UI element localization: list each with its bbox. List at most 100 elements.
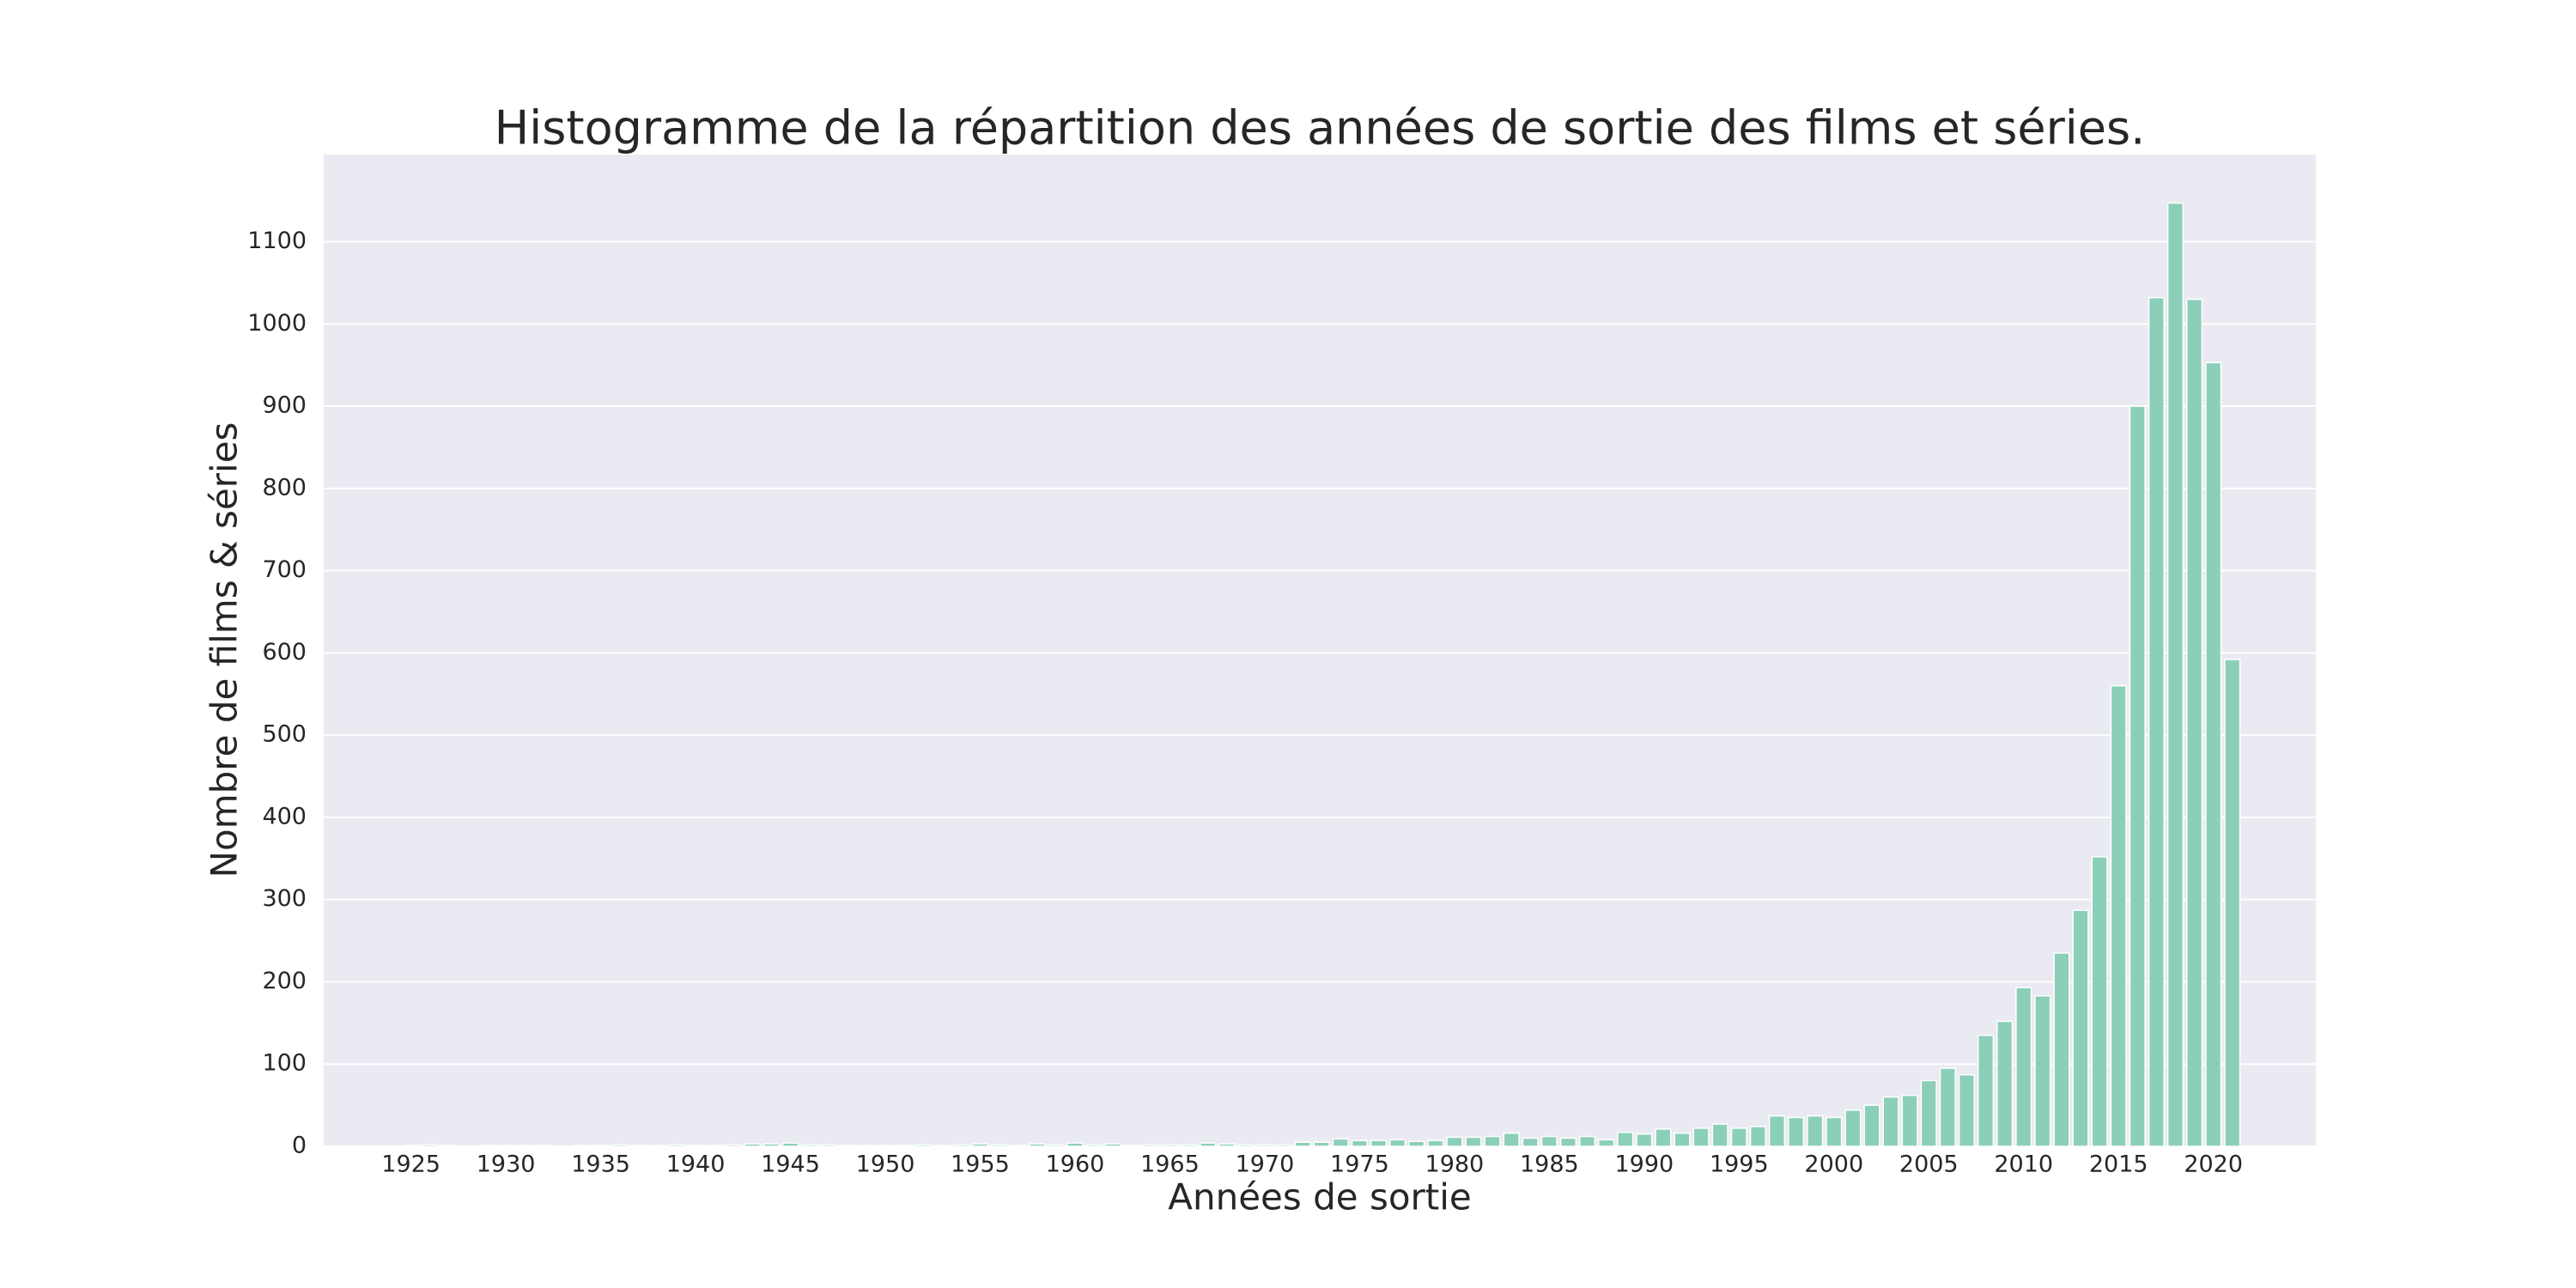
- y-tick-label: 800: [262, 474, 307, 501]
- bar: [1294, 1141, 1311, 1147]
- bar: [2034, 994, 2051, 1147]
- x-tick-label: 1945: [761, 1151, 820, 1178]
- y-tick-label: 900: [262, 392, 307, 419]
- bar: [1351, 1139, 1368, 1147]
- bar: [1711, 1123, 1728, 1147]
- bar: [839, 1145, 856, 1147]
- x-tick-label: 1985: [1520, 1151, 1579, 1178]
- bar: [2091, 856, 2108, 1147]
- bar: [2148, 296, 2165, 1147]
- bar: [649, 1145, 666, 1147]
- bar: [1674, 1132, 1691, 1147]
- grid: [324, 240, 2316, 1147]
- bar: [820, 1144, 837, 1147]
- x-tick-label: 1950: [856, 1151, 915, 1178]
- bar: [744, 1143, 761, 1147]
- bar: [1503, 1132, 1520, 1147]
- y-tick-label: 300: [262, 885, 307, 912]
- bar: [1730, 1127, 1747, 1147]
- bar: [1408, 1140, 1425, 1147]
- x-axis-label: Années de sortie: [1168, 1176, 1472, 1218]
- bar: [1901, 1094, 1918, 1147]
- bar: [725, 1144, 742, 1147]
- bar: [592, 1145, 610, 1147]
- y-tick-label: 1000: [247, 310, 307, 337]
- bar: [1218, 1143, 1236, 1147]
- bar: [1104, 1143, 1121, 1147]
- bar: [914, 1144, 932, 1147]
- bar: [1029, 1143, 1046, 1147]
- x-tick-label: 1935: [571, 1151, 630, 1178]
- bar: [1085, 1144, 1103, 1147]
- bar: [440, 1145, 458, 1147]
- bar: [1370, 1139, 1388, 1147]
- bar: [1598, 1139, 1615, 1147]
- bar: [2129, 405, 2146, 1147]
- bar: [1200, 1142, 1217, 1147]
- bar: [1788, 1116, 1805, 1147]
- x-tick-label: 1970: [1236, 1151, 1295, 1178]
- bar: [535, 1145, 552, 1147]
- bar: [991, 1144, 1008, 1147]
- bar: [2186, 298, 2203, 1147]
- bar: [1446, 1136, 1463, 1147]
- bar: [781, 1142, 799, 1147]
- bar: [1522, 1137, 1539, 1147]
- bar: [1977, 1034, 1995, 1147]
- bar: [801, 1144, 818, 1147]
- x-tick-label: 1990: [1614, 1151, 1674, 1178]
- bar: [573, 1145, 591, 1147]
- x-tick-label: 2005: [1899, 1151, 1959, 1178]
- bar: [630, 1145, 647, 1147]
- bar: [1427, 1139, 1444, 1147]
- bar: [1768, 1115, 1786, 1147]
- bar: [1617, 1131, 1634, 1147]
- bar: [706, 1145, 723, 1147]
- bar: [422, 1144, 439, 1147]
- bar: [1332, 1138, 1349, 1147]
- x-tick-label: 1995: [1710, 1151, 1769, 1178]
- y-tick-label: 700: [262, 556, 307, 583]
- bar: [1826, 1116, 1843, 1147]
- bar: [1882, 1096, 1899, 1147]
- bar: [1939, 1067, 1956, 1147]
- bar: [1692, 1127, 1710, 1147]
- bar: [1313, 1141, 1330, 1147]
- bar: [1465, 1136, 1482, 1147]
- bar: [478, 1145, 495, 1147]
- bar: [1142, 1144, 1159, 1147]
- y-axis-label: Nombre de films & séries: [204, 422, 246, 878]
- bar: [2053, 952, 2070, 1147]
- bar: [1655, 1128, 1672, 1147]
- bar: [1578, 1135, 1596, 1147]
- y-tick-label: 200: [262, 968, 307, 994]
- bar: [2110, 684, 2127, 1147]
- x-tick-label: 1965: [1140, 1151, 1200, 1178]
- y-tick-label: 400: [262, 803, 307, 829]
- x-tick-label: 1955: [951, 1151, 1010, 1178]
- bar: [1066, 1142, 1084, 1147]
- bar: [1048, 1144, 1065, 1147]
- bar: [1180, 1144, 1198, 1147]
- y-tick-label: 0: [292, 1133, 307, 1159]
- bar: [1275, 1144, 1292, 1147]
- x-tick-label: 2015: [2089, 1151, 2148, 1178]
- ticks: 0 100 200 300 400 500 600 700 800 900 1000 1100 1925…: [247, 228, 2243, 1177]
- bar: [1863, 1104, 1880, 1147]
- bar: [1010, 1145, 1027, 1147]
- x-tick-label: 2000: [1804, 1151, 1863, 1178]
- bar: [1161, 1144, 1179, 1147]
- x-tick-label: 1960: [1046, 1151, 1105, 1178]
- y-tick-label: 600: [262, 639, 307, 665]
- bar: [877, 1145, 894, 1147]
- x-tick-label: 2020: [2184, 1151, 2243, 1178]
- x-tick-label: 1975: [1330, 1151, 1389, 1178]
- bar: [1920, 1079, 1937, 1147]
- chart-title: Histogramme de la répartition des années…: [495, 101, 2146, 155]
- x-tick-label: 2010: [1994, 1151, 2053, 1178]
- bars: [403, 202, 2241, 1147]
- bar: [1256, 1144, 1273, 1147]
- bar: [2015, 987, 2032, 1147]
